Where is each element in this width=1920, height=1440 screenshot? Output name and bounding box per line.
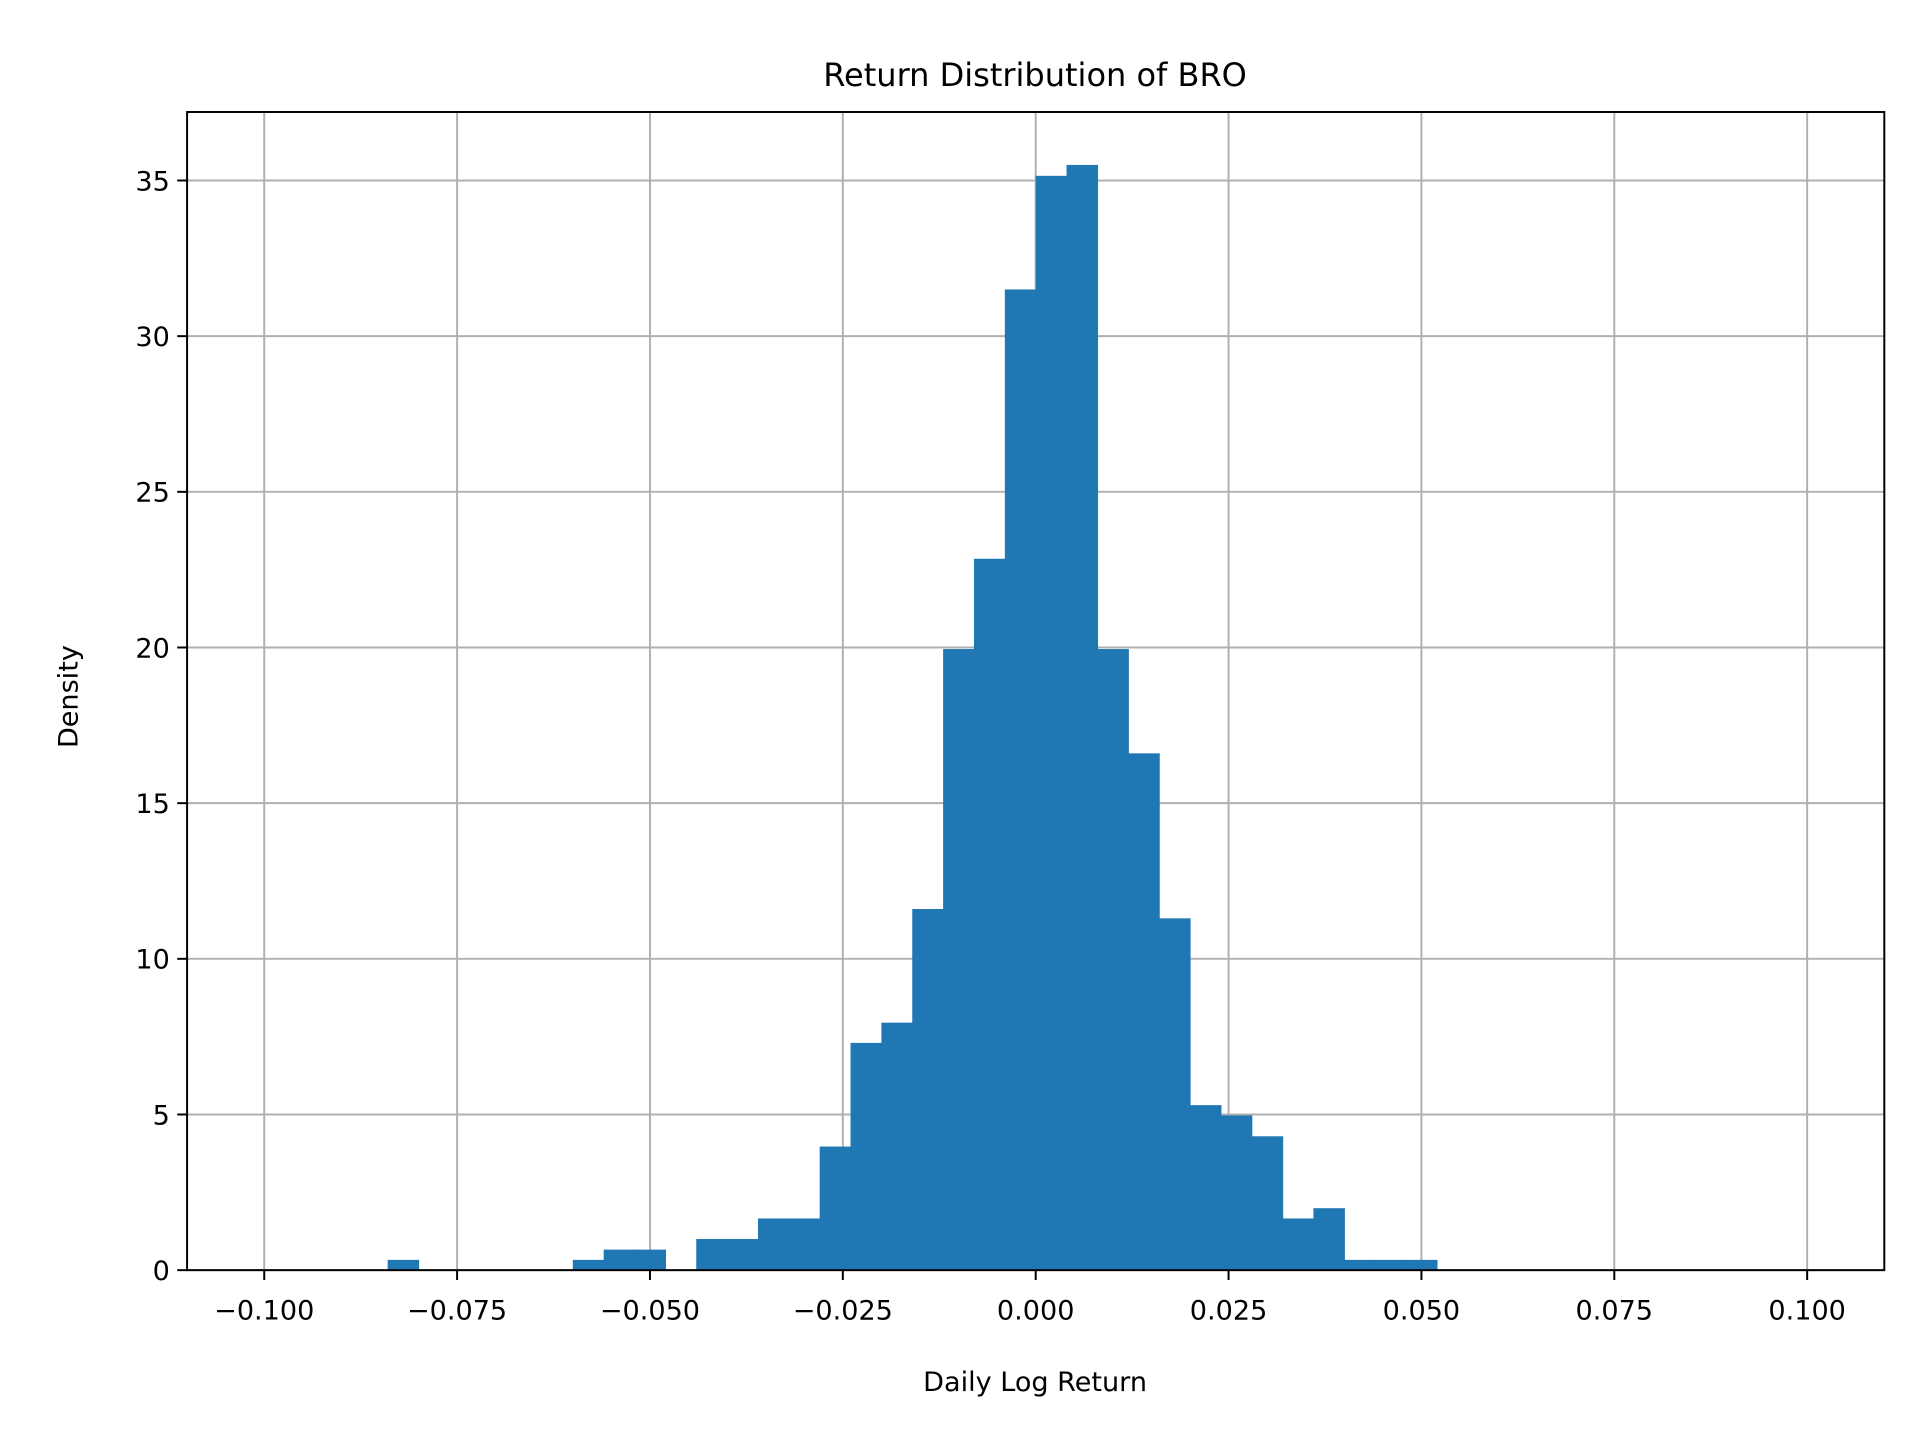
histogram-bar — [1220, 1115, 1253, 1271]
y-tick-label: 0 — [153, 1256, 170, 1287]
histogram-bar — [634, 1249, 667, 1271]
ticks: −0.100 −0.075 −0.050 −0.025 0.000 0.025 0.050 0… — [135, 166, 1845, 1326]
histogram-bar — [572, 1259, 605, 1271]
histogram-bar — [819, 1146, 852, 1271]
y-tick-label: 30 — [135, 322, 169, 353]
histogram-bar — [1004, 289, 1037, 1271]
histogram-bar — [387, 1259, 420, 1271]
histogram-bar — [1159, 918, 1191, 1271]
histogram-bar — [1251, 1136, 1284, 1271]
x-tick-label: −0.025 — [793, 1295, 893, 1326]
y-tick-label: 25 — [135, 478, 169, 509]
y-tick-label: 20 — [135, 633, 169, 664]
x-tick-label: −0.075 — [407, 1295, 507, 1326]
histogram-bar — [850, 1042, 883, 1271]
histogram-bar — [1035, 175, 1068, 1271]
x-tick-label: 0.000 — [997, 1295, 1074, 1326]
x-tick-label: 0.100 — [1768, 1295, 1845, 1326]
histogram-bar — [881, 1022, 913, 1271]
histogram-bar — [1313, 1208, 1345, 1271]
x-tick-label: 0.050 — [1383, 1295, 1460, 1326]
y-tick-label: 35 — [135, 166, 169, 197]
x-tick-label: 0.075 — [1576, 1295, 1653, 1326]
y-tick-label: 5 — [153, 1100, 170, 1131]
y-tick-label: 15 — [135, 789, 169, 820]
y-axis-label: Density — [54, 645, 85, 748]
histogram-bar — [696, 1239, 728, 1271]
histogram-bar — [727, 1239, 759, 1271]
histogram-bar — [1344, 1259, 1376, 1271]
y-tick-label: 10 — [135, 945, 169, 976]
histogram-bar — [1097, 649, 1129, 1271]
histogram-bar — [603, 1249, 636, 1271]
x-tick-label: −0.100 — [214, 1295, 314, 1326]
histogram-bar — [912, 909, 944, 1271]
chart-title: Return Distribution of BRO — [823, 56, 1247, 94]
histogram-bar — [788, 1218, 821, 1271]
histogram-bar — [1405, 1259, 1438, 1271]
x-tick-label: 0.025 — [1190, 1295, 1267, 1326]
bars — [387, 164, 1438, 1271]
histogram-bar — [1282, 1218, 1315, 1271]
histogram-bar — [1128, 753, 1160, 1271]
x-tick-label: −0.050 — [600, 1295, 700, 1326]
histogram-bar — [1375, 1259, 1407, 1271]
histogram-bar — [973, 558, 1006, 1271]
x-axis-label: Daily Log Return — [923, 1367, 1147, 1398]
histogram-bar — [943, 649, 975, 1271]
histogram-bar — [1066, 164, 1099, 1271]
histogram-bar — [757, 1218, 790, 1271]
histogram-bar — [1189, 1105, 1222, 1271]
